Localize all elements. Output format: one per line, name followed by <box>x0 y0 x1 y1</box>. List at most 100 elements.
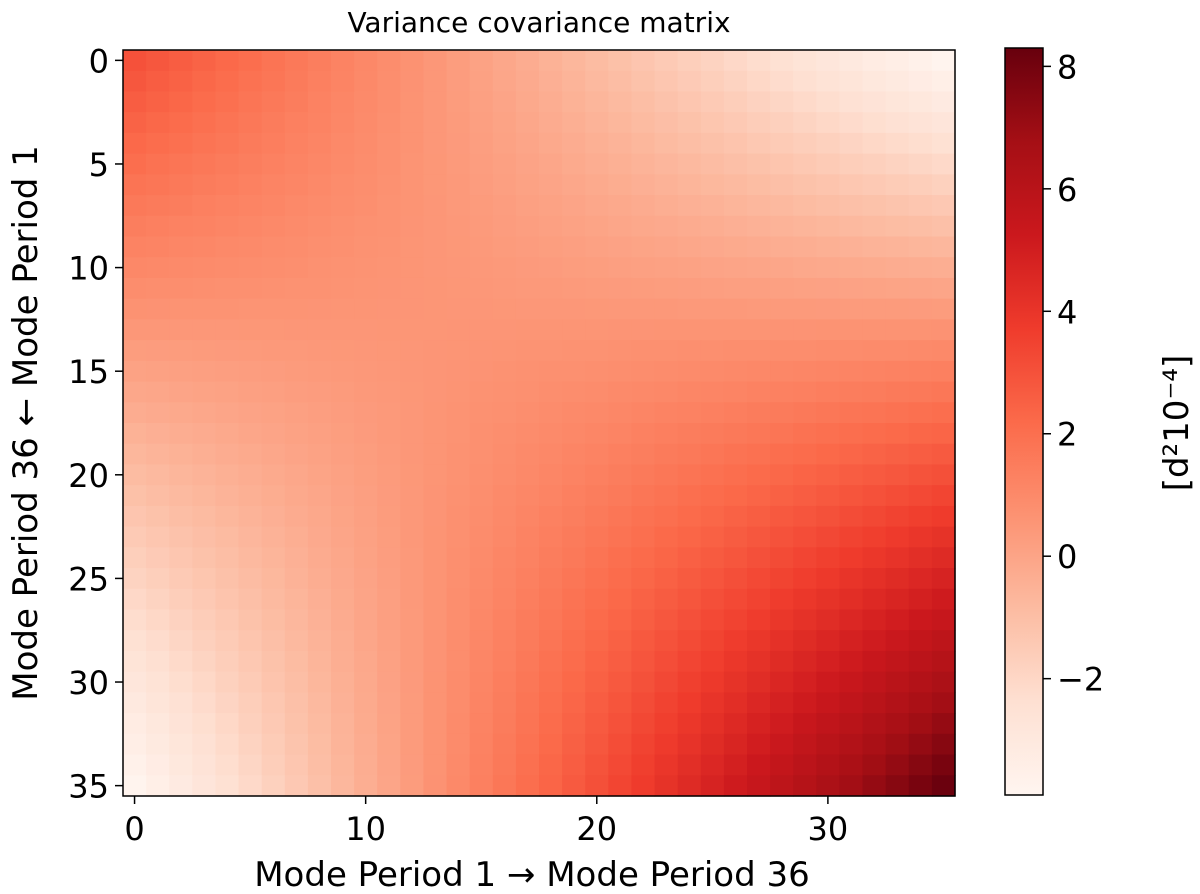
heatmap-cell <box>377 215 401 238</box>
heatmap-cell <box>446 671 471 693</box>
heatmap-cell <box>677 50 702 72</box>
heatmap-cell <box>631 360 656 383</box>
heatmap-cell <box>515 236 540 258</box>
heatmap-cell <box>770 464 794 486</box>
heatmap-cell <box>723 423 748 445</box>
heatmap-cell <box>423 112 448 134</box>
heatmap-cell <box>423 692 448 714</box>
heatmap-cell <box>377 754 401 776</box>
heatmap-cell <box>562 215 586 238</box>
heatmap-cell <box>169 132 193 155</box>
heatmap-cell <box>839 215 864 238</box>
heatmap-cell <box>700 650 725 673</box>
heatmap-cell <box>931 505 956 528</box>
heatmap-cell <box>770 132 794 155</box>
heatmap-cell <box>862 236 887 258</box>
heatmap-cell <box>192 547 217 569</box>
heatmap-cell <box>631 236 656 258</box>
heatmap-cell <box>793 671 817 693</box>
heatmap-cell <box>492 70 517 93</box>
heatmap-cell <box>169 215 193 238</box>
heatmap-cell <box>770 671 794 693</box>
heatmap-cell <box>354 236 378 258</box>
heatmap-cell <box>146 630 170 652</box>
heatmap-cell <box>700 360 725 383</box>
heatmap-cell <box>723 547 748 569</box>
heatmap-cell <box>585 402 609 424</box>
heatmap-cell <box>700 713 725 735</box>
heatmap-cell <box>354 174 378 196</box>
heatmap-cell <box>654 50 679 72</box>
heatmap-cell <box>354 360 378 383</box>
heatmap-cell <box>261 526 286 548</box>
heatmap-cell <box>307 568 332 590</box>
heatmap-cell <box>169 319 193 341</box>
heatmap-cell <box>908 319 933 341</box>
heatmap-cell <box>723 70 748 93</box>
heatmap-cell <box>492 236 517 258</box>
heatmap-cell <box>839 236 864 258</box>
heatmap-cell <box>215 713 240 735</box>
heatmap-cell <box>862 340 887 362</box>
heatmap-cell <box>839 526 864 548</box>
heatmap-cell <box>539 174 563 196</box>
heatmap-cell <box>585 112 609 134</box>
heatmap-cell <box>169 485 193 507</box>
heatmap-cell <box>446 298 471 320</box>
heatmap-cell <box>908 257 933 279</box>
heatmap-cell <box>261 443 286 466</box>
heatmap-cell <box>539 91 563 113</box>
heatmap-cell <box>539 505 563 528</box>
heatmap-cell <box>908 650 933 673</box>
heatmap-cell <box>469 50 494 72</box>
heatmap-cell <box>261 671 286 693</box>
heatmap-cell <box>862 505 887 528</box>
heatmap-cell <box>215 692 240 714</box>
heatmap-cell <box>354 423 378 445</box>
heatmap-cell <box>284 50 309 72</box>
heatmap-cell <box>608 195 633 217</box>
heatmap-cell <box>238 132 263 155</box>
heatmap-cell <box>631 754 656 776</box>
heatmap-cell <box>585 733 609 756</box>
heatmap-cell <box>515 195 540 217</box>
heatmap-cell <box>885 568 910 590</box>
heatmap-cell <box>123 485 147 507</box>
heatmap-cell <box>816 485 841 507</box>
heatmap-cell <box>284 505 309 528</box>
y-tick-label: 15 <box>68 353 109 391</box>
heatmap-cell <box>123 236 147 258</box>
heatmap-cell <box>261 236 286 258</box>
heatmap-cell <box>770 754 794 776</box>
heatmap-cell <box>816 568 841 590</box>
heatmap-cell <box>192 423 217 445</box>
heatmap-cell <box>238 195 263 217</box>
heatmap-cell <box>354 153 378 175</box>
heatmap-cell <box>908 547 933 569</box>
heatmap-cell <box>747 588 771 611</box>
heatmap-cell <box>423 650 448 673</box>
heatmap-cell <box>192 236 217 258</box>
heatmap-cell <box>839 547 864 569</box>
heatmap-cell <box>793 91 817 113</box>
heatmap-cell <box>585 630 609 652</box>
heatmap-cell <box>469 340 494 362</box>
heatmap-cell <box>816 112 841 134</box>
heatmap-cell <box>562 775 586 797</box>
heatmap-cell <box>146 547 170 569</box>
heatmap-cell <box>261 650 286 673</box>
heatmap-cell <box>747 298 771 320</box>
heatmap-cell <box>700 547 725 569</box>
heatmap-cell <box>723 443 748 466</box>
heatmap-cell <box>400 713 425 735</box>
heatmap-cell <box>515 153 540 175</box>
heatmap-cell <box>631 713 656 735</box>
heatmap-cell <box>770 505 794 528</box>
heatmap-cell <box>400 775 425 797</box>
heatmap-cell <box>354 588 378 611</box>
heatmap-cell <box>377 112 401 134</box>
heatmap-cell <box>608 588 633 611</box>
heatmap-cell <box>585 526 609 548</box>
heatmap-cell <box>261 277 286 300</box>
heatmap-cell <box>654 277 679 300</box>
